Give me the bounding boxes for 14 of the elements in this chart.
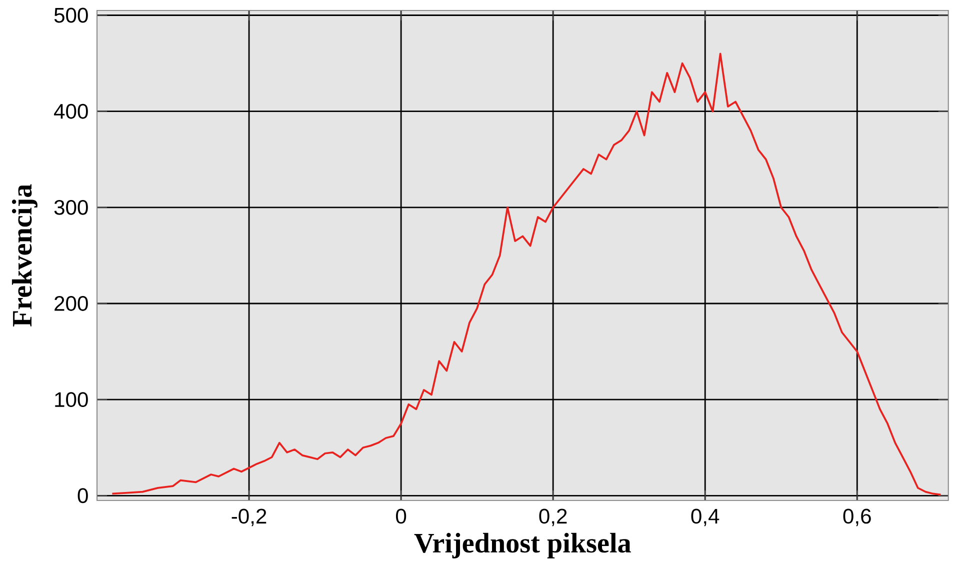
x-tick-label: -0,2 bbox=[232, 508, 266, 526]
x-tick-label: 0,6 bbox=[843, 508, 871, 526]
y-tick-label: 300 bbox=[54, 200, 88, 215]
y-tick-label: 200 bbox=[54, 296, 88, 311]
x-tick-label: 0 bbox=[396, 508, 406, 524]
y-tick-label: 500 bbox=[54, 8, 88, 23]
y-tick-label: 0 bbox=[78, 488, 88, 503]
x-axis-title: Vrijednost piksela bbox=[414, 532, 631, 558]
line-series bbox=[111, 52, 942, 496]
y-tick-label: 100 bbox=[55, 392, 88, 407]
y-axis-title: Frekvencija bbox=[12, 184, 38, 326]
x-tick-label: 0,2 bbox=[539, 508, 567, 526]
y-tick-label: 400 bbox=[54, 104, 88, 119]
x-tick-label: 0,4 bbox=[691, 508, 720, 526]
